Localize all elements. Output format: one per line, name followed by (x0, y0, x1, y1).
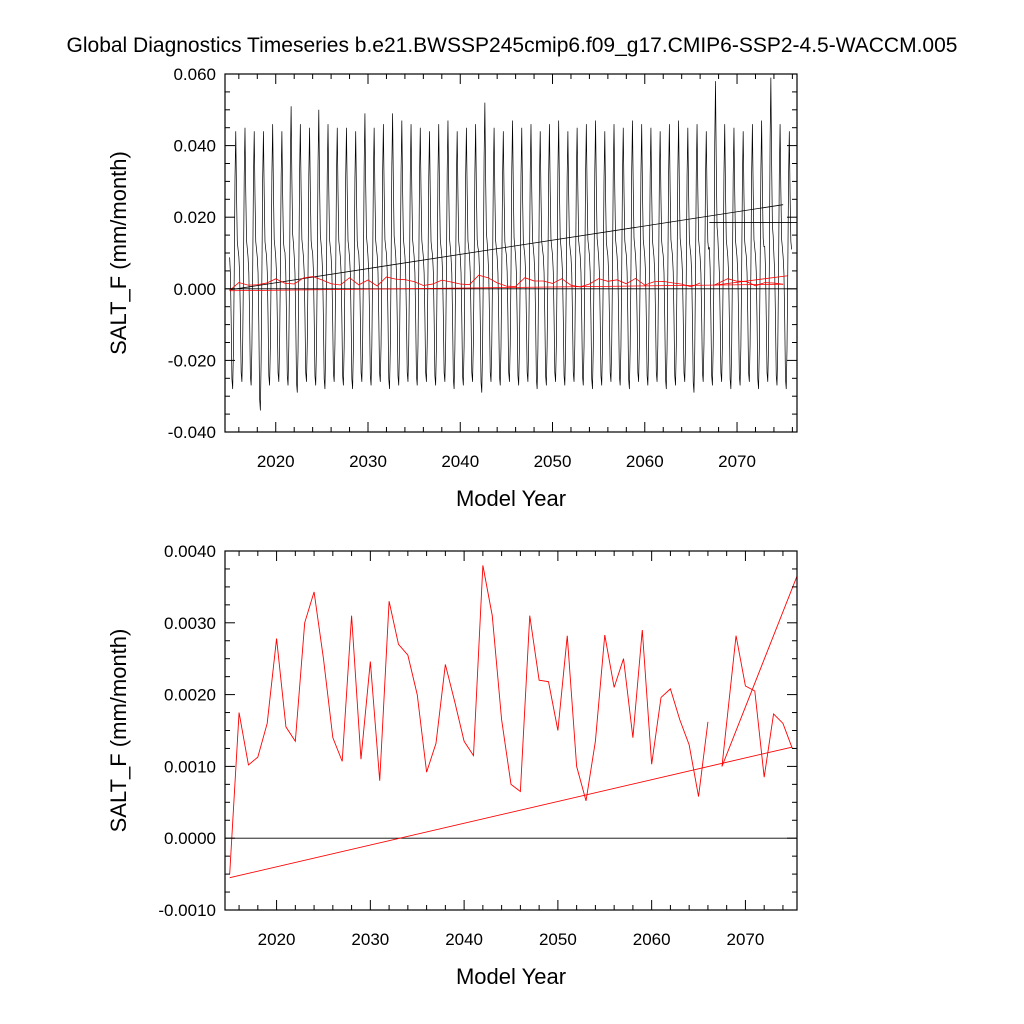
y-tick-label: -0.0010 (158, 901, 216, 920)
series-annual-overlay-2 (229, 283, 784, 292)
y-axis-label: SALT_F (mm/month) (106, 151, 131, 355)
y-tick-label: 0.020 (173, 208, 216, 227)
y-tick-label: 0.0030 (164, 614, 216, 633)
series-annual-mean-late- (721, 635, 793, 778)
y-tick-label: 0.0000 (164, 829, 216, 848)
x-tick-label: 2070 (718, 452, 756, 471)
series-annual-overlay-0 (229, 274, 701, 291)
x-tick-label: 2030 (351, 930, 389, 949)
x-tick-label: 2030 (349, 452, 387, 471)
x-tick-label: 2050 (539, 930, 577, 949)
y-tick-label: 0.040 (173, 137, 216, 156)
y-tick-label: 0.000 (173, 280, 216, 299)
plot-area (229, 565, 797, 879)
bottom-panel: 2020 2030 2040 2050 2060 2070 -0.0010 0.0000 0.0… (106, 542, 798, 989)
series-monthly (229, 77, 792, 411)
series-trend (229, 746, 793, 879)
x-tick-label: 2040 (441, 452, 479, 471)
x-tick-label: 2050 (534, 452, 572, 471)
x-axis-label: Model Year (456, 486, 566, 511)
x-tick-label: 2020 (258, 930, 296, 949)
x-tick-label: 2060 (626, 452, 664, 471)
series-annual-overlay-1 (713, 278, 784, 287)
x-axis-label: Model Year (456, 964, 566, 989)
y-tick-label: 0.060 (173, 65, 216, 84)
figure-title: Global Diagnostics Timeseries b.e21.BWSS… (66, 34, 958, 57)
y-tick-label: 0.0010 (164, 757, 216, 776)
x-tick-label: 2060 (633, 930, 671, 949)
x-tick-label: 2040 (445, 930, 483, 949)
top-panel: 2020 2030 2040 2050 2060 2070 -0.040 -0.020 0.00… (106, 65, 798, 511)
series-annual-overlay-3 (713, 275, 788, 286)
plot-frame (224, 550, 798, 911)
series-monthly-trend (229, 204, 784, 291)
y-tick-label: -0.040 (168, 423, 216, 442)
series-annual-mean (229, 565, 709, 875)
y-tick-label: 0.0040 (164, 542, 216, 561)
series-last-10-year-trend (721, 575, 797, 767)
y-tick-label: -0.020 (168, 351, 216, 370)
y-tick-label: 0.0020 (164, 686, 216, 705)
x-tick-label: 2020 (257, 452, 295, 471)
plot-area (229, 77, 797, 411)
x-tick-label: 2070 (727, 930, 765, 949)
y-axis-label: SALT_F (mm/month) (106, 629, 131, 833)
